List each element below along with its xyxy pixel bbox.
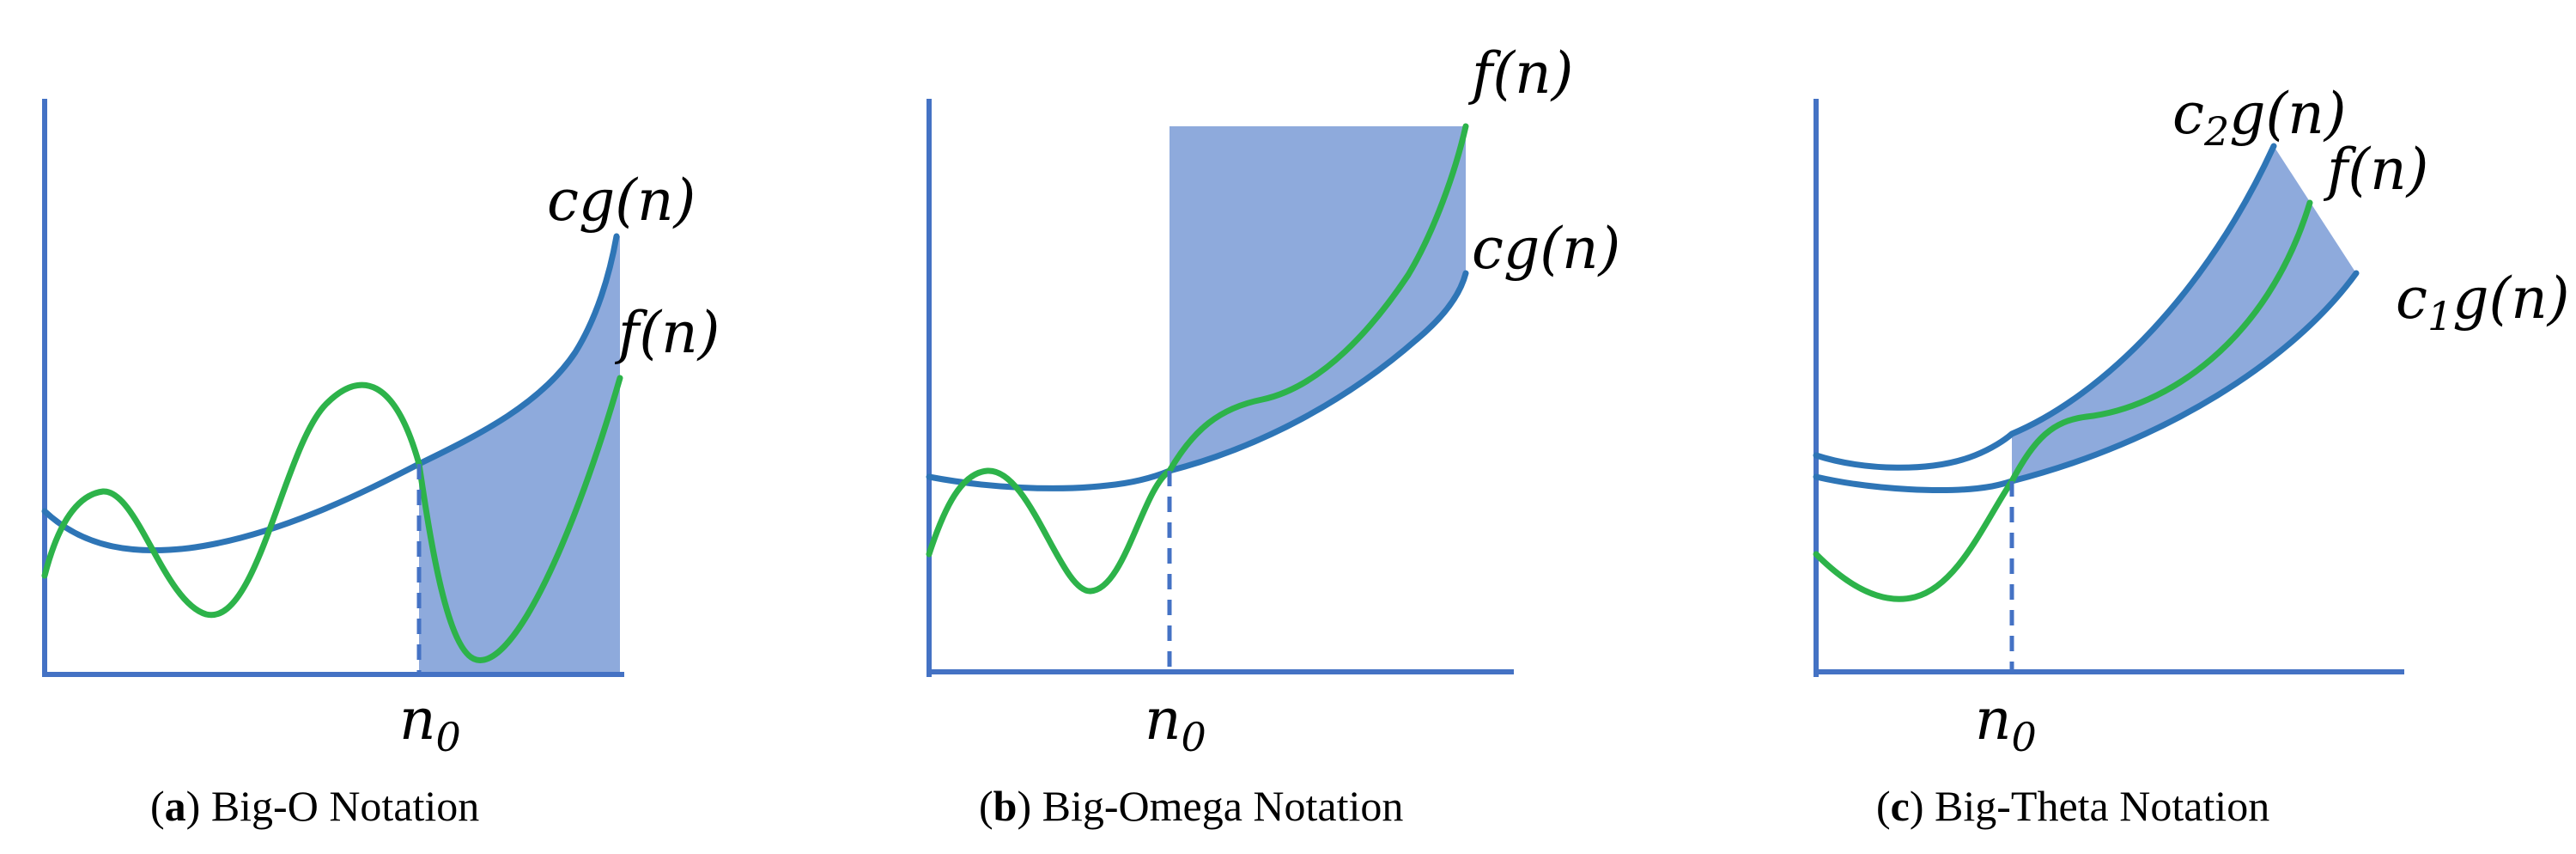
- big-theta-shaded-region: [2012, 146, 2356, 481]
- big-theta-n0-label: n0: [1975, 686, 2037, 760]
- big-omega-n0-label: n0: [1145, 686, 1206, 760]
- big-omega-f-label: f(n): [1467, 40, 1573, 107]
- big-theta-c2g-curve: [1813, 143, 2277, 471]
- big-o-shaded-region: [419, 236, 620, 674]
- big-omega-unshaded-area: [1170, 273, 1470, 481]
- big-o-n0-label: n0: [399, 686, 461, 760]
- big-theta-f-curve: [1813, 199, 2313, 602]
- big-o-caption: (a) Big-O Notation: [150, 782, 479, 830]
- big-o-f-curve: [41, 375, 623, 663]
- big-o-cg-label: cg(n): [547, 168, 696, 234]
- big-theta-f-label: f(n): [2323, 137, 2428, 203]
- panel-big-theta: c2g(n) f(n) c1g(n) n0 (c) Big-Theta Nota…: [1813, 81, 2570, 830]
- big-theta-caption: (c) Big-Theta Notation: [1876, 782, 2269, 830]
- big-omega-caption: (b) Big-Omega Notation: [979, 782, 1403, 830]
- big-theta-c2g-label: c2g(n): [2172, 81, 2347, 155]
- panel-big-o: cg(n) f(n) n0 (a) Big-O Notation: [41, 99, 720, 830]
- panel-big-omega: f(n) cg(n) n0 (b) Big-Omega Notation: [926, 40, 1620, 830]
- big-o-f-label: f(n): [614, 300, 720, 366]
- big-theta-c1g-label: c1g(n): [2396, 265, 2570, 339]
- big-omega-cg-label: cg(n): [1472, 216, 1620, 282]
- big-omega-cg-curve: [926, 270, 1469, 491]
